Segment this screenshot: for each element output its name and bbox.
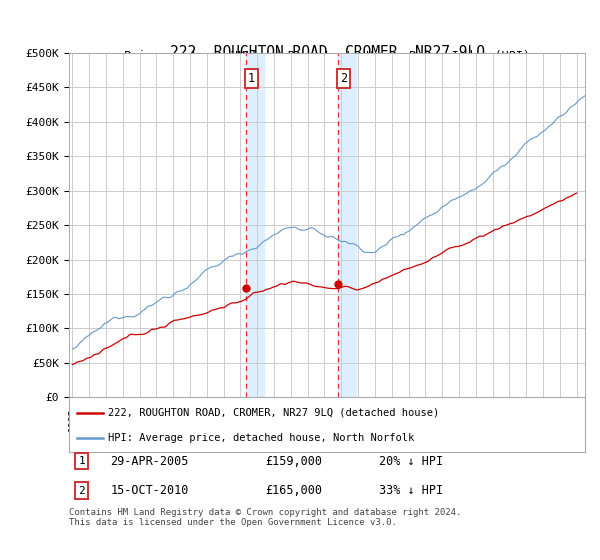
Bar: [338, 53, 356, 398]
Text: 29-APR-2005: 29-APR-2005: [110, 455, 188, 468]
Text: 15-OCT-2010: 15-OCT-2010: [110, 484, 188, 497]
Text: 222, ROUGHTON ROAD, CROMER, NR27 9LQ: 222, ROUGHTON ROAD, CROMER, NR27 9LQ: [170, 45, 485, 60]
Bar: [246, 53, 265, 398]
Text: £159,000: £159,000: [265, 455, 322, 468]
Text: 222, ROUGHTON ROAD, CROMER, NR27 9LQ (detached house): 222, ROUGHTON ROAD, CROMER, NR27 9LQ (de…: [108, 408, 439, 418]
Text: 1: 1: [79, 456, 85, 466]
Text: 1: 1: [248, 72, 255, 85]
Text: HPI: Average price, detached house, North Norfolk: HPI: Average price, detached house, Nort…: [108, 433, 414, 443]
Text: 33% ↓ HPI: 33% ↓ HPI: [379, 484, 443, 497]
Text: 2: 2: [79, 486, 85, 496]
Text: 2: 2: [340, 72, 347, 85]
Text: 20% ↓ HPI: 20% ↓ HPI: [379, 455, 443, 468]
Text: £165,000: £165,000: [265, 484, 322, 497]
Text: Price paid vs. HM Land Registry's House Price Index (HPI): Price paid vs. HM Land Registry's House …: [124, 50, 530, 63]
Text: Contains HM Land Registry data © Crown copyright and database right 2024.
This d: Contains HM Land Registry data © Crown c…: [69, 508, 461, 527]
